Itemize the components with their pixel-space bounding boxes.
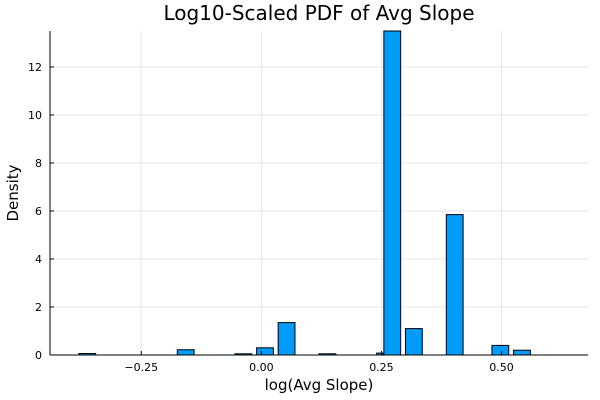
chart-title: Log10-Scaled PDF of Avg Slope <box>163 1 474 25</box>
y-tick-label: 8 <box>35 157 42 170</box>
x-axis-label: log(Avg Slope) <box>265 376 374 394</box>
histogram-bar <box>445 214 464 356</box>
x-tick-label: 0.00 <box>249 361 274 374</box>
y-tick-label: 6 <box>35 205 42 218</box>
x-tick-label: 0.50 <box>489 361 514 374</box>
histogram-bar <box>513 349 531 356</box>
x-tick-label: 0.25 <box>369 361 394 374</box>
x-tick-label: −0.25 <box>124 361 158 374</box>
axes <box>49 31 588 356</box>
y-tick-label: 0 <box>35 349 42 362</box>
grid-lines <box>50 31 588 356</box>
bars <box>78 30 531 356</box>
histogram-bar <box>277 322 296 356</box>
ticks: 0 2 4 6 8 10 12 −0.25 0.00 0.25 0.50 <box>28 61 514 374</box>
histogram-bar <box>491 344 510 356</box>
histogram-bar <box>176 349 195 356</box>
histogram-bar <box>256 347 274 356</box>
histogram-bar <box>404 328 423 356</box>
y-tick-label: 12 <box>28 61 42 74</box>
histogram-bar <box>383 30 402 356</box>
y-tick-label: 4 <box>35 253 42 266</box>
y-tick-label: 10 <box>28 109 42 122</box>
y-axis-label: Density <box>4 164 22 221</box>
y-tick-label: 2 <box>35 301 42 314</box>
